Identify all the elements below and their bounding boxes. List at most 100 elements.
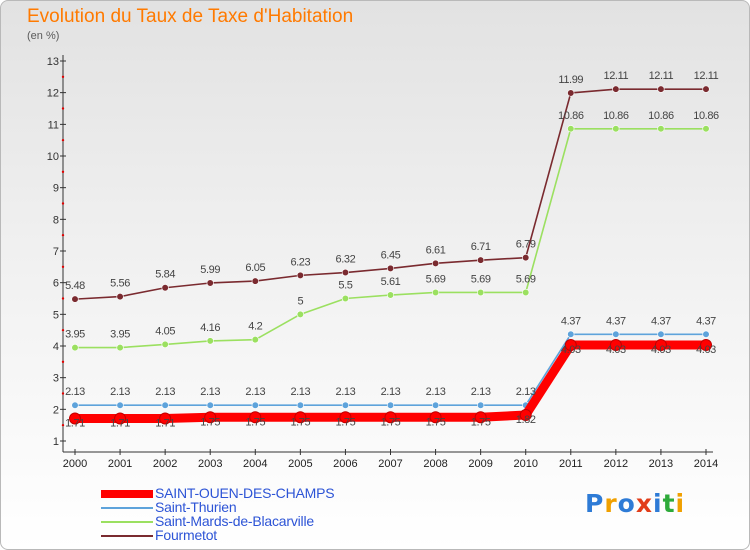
- data-point: [567, 125, 575, 133]
- data-point: [431, 259, 440, 267]
- data-label: 5.61: [381, 276, 401, 288]
- x-tick-label: 2008: [423, 458, 447, 470]
- data-point: [477, 256, 485, 264]
- data-label: 5.5: [338, 280, 352, 292]
- data-point: [206, 337, 214, 345]
- data-label: 12.11: [603, 70, 628, 82]
- data-label: 4.37: [606, 315, 626, 327]
- data-label: 5.99: [200, 264, 220, 276]
- data-label: 4.05: [155, 325, 175, 337]
- data-point: [249, 411, 262, 424]
- data-label: 5: [297, 295, 303, 307]
- data-label: 2.13: [200, 386, 220, 398]
- data-label: 2.13: [245, 386, 265, 398]
- data-point: [702, 330, 710, 338]
- data-label: 6.05: [245, 262, 265, 274]
- data-point: [116, 401, 124, 409]
- data-point: [114, 412, 127, 425]
- data-point: [654, 339, 667, 352]
- data-point: [474, 411, 487, 424]
- data-label: 4.37: [651, 315, 671, 327]
- data-label: 2.13: [516, 386, 536, 398]
- data-label: 4.37: [696, 315, 716, 327]
- data-point: [294, 411, 307, 424]
- logo-letter: P: [585, 489, 605, 518]
- data-point: [386, 264, 395, 273]
- data-point: [159, 412, 172, 425]
- data-point: [657, 125, 665, 133]
- data-label: 10.86: [558, 110, 584, 122]
- data-point: [206, 401, 214, 409]
- y-minor-tick: [61, 75, 65, 79]
- data-label: 6.23: [290, 256, 310, 268]
- x-tick-label: 2014: [694, 458, 718, 470]
- data-point: [251, 277, 259, 285]
- data-label: 1.71: [110, 418, 130, 430]
- data-label: 6.32: [336, 254, 356, 266]
- y-minor-tick: [61, 265, 65, 269]
- data-label: 1.71: [65, 418, 85, 430]
- x-tick-label: 2013: [649, 458, 673, 470]
- data-label: 5.69: [516, 273, 536, 285]
- data-point: [161, 284, 169, 292]
- data-label: 6.45: [381, 249, 401, 261]
- y-minor-tick: [61, 170, 65, 174]
- x-tick-label: 2007: [378, 458, 402, 470]
- x-tick-label: 2012: [604, 458, 628, 470]
- data-point: [522, 288, 530, 297]
- data-point: [71, 343, 79, 352]
- data-point: [657, 85, 665, 93]
- y-tick-label: 3: [53, 373, 59, 385]
- legend-label: Saint-Mards-de-Blacarville: [155, 513, 314, 529]
- data-point: [69, 412, 81, 425]
- data-label: 2.13: [110, 386, 130, 398]
- data-point: [477, 288, 485, 297]
- x-tick-label: 2010: [513, 458, 537, 470]
- data-point: [161, 401, 169, 409]
- data-point: [429, 411, 442, 424]
- data-label: 1.75: [200, 416, 220, 428]
- data-label: 4.03: [561, 344, 581, 356]
- logo-letter: t: [662, 489, 676, 518]
- chart-unit-label: (en %): [27, 30, 60, 42]
- y-minor-tick: [61, 297, 65, 300]
- data-label: 1.75: [245, 416, 265, 428]
- y-minor-tick: [61, 138, 65, 142]
- data-label: 4.37: [561, 315, 581, 327]
- data-label: 1.75: [471, 416, 491, 428]
- data-point: [431, 288, 440, 297]
- data-point: [612, 85, 620, 93]
- data-label: 10.86: [693, 110, 719, 122]
- data-label: 6.61: [426, 244, 446, 256]
- data-point: [296, 271, 304, 279]
- data-label: 4.03: [606, 344, 626, 356]
- y-tick-label: 8: [53, 214, 59, 226]
- data-label: 6.79: [516, 239, 536, 251]
- data-label: 3.95: [110, 329, 130, 341]
- data-point: [700, 339, 712, 352]
- y-tick-label: 11: [48, 119, 59, 131]
- data-point: [522, 254, 530, 262]
- y-tick-label: 12: [47, 88, 59, 100]
- data-label: 1.82: [516, 414, 536, 426]
- data-label: 12.11: [694, 70, 719, 82]
- legend-swatch: [101, 507, 153, 509]
- logo-letter: r: [604, 489, 618, 518]
- data-point: [431, 401, 440, 409]
- y-tick-label: 13: [47, 56, 59, 68]
- x-tick-label: 2004: [243, 458, 267, 470]
- data-label: 4.03: [696, 344, 716, 356]
- legend-label: Fourmetot: [155, 527, 217, 543]
- data-point: [341, 268, 350, 277]
- data-point: [384, 411, 397, 424]
- logo-letter: i: [675, 489, 686, 518]
- data-label: 2.13: [471, 386, 491, 398]
- legend-swatch: [101, 490, 153, 498]
- data-label: 2.13: [290, 386, 310, 398]
- data-point: [71, 295, 79, 303]
- data-point: [204, 411, 217, 424]
- y-minor-tick: [61, 107, 65, 110]
- data-point: [386, 401, 395, 409]
- data-label: 1.71: [155, 418, 175, 430]
